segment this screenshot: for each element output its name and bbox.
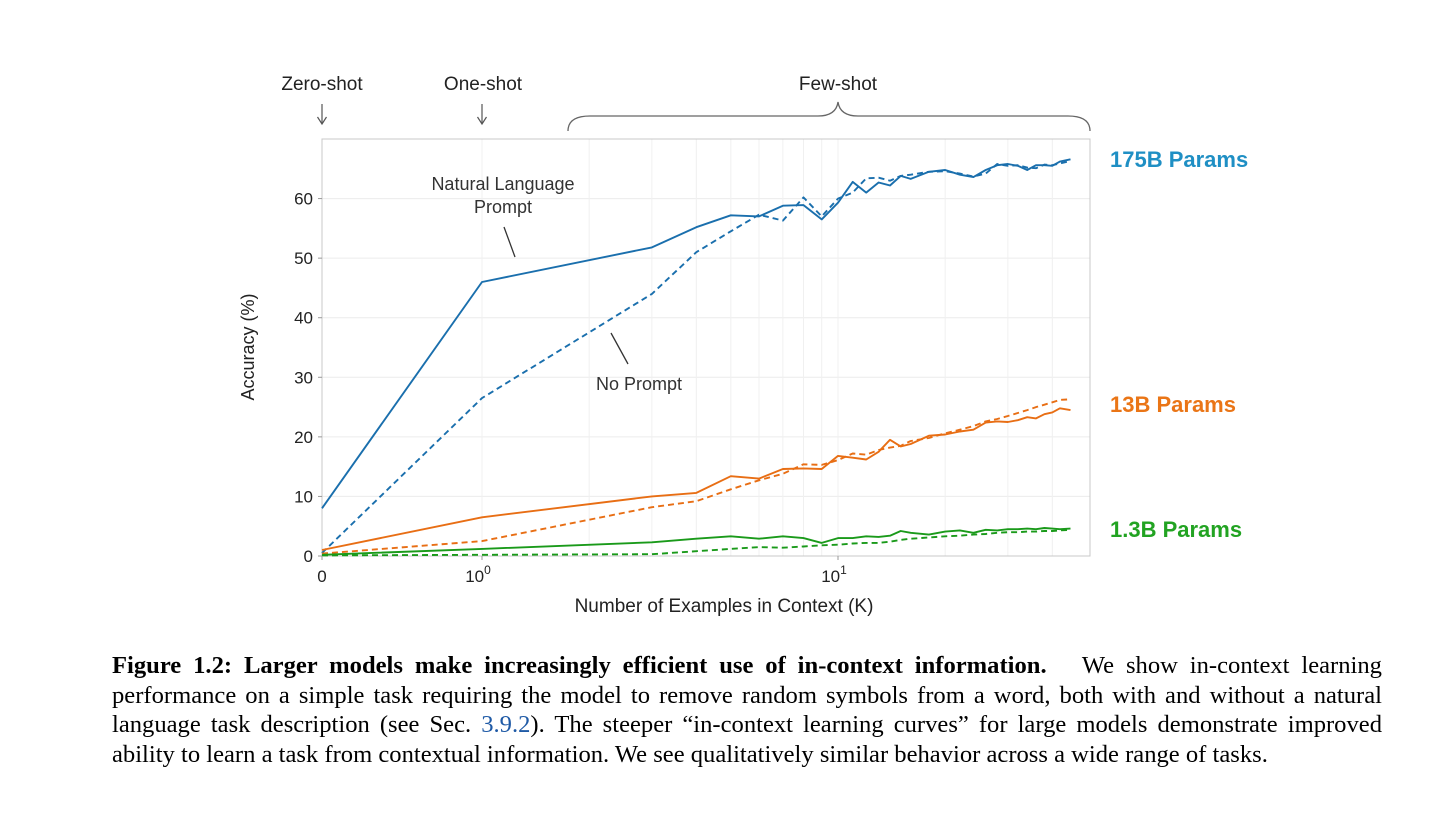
annotation-pointer-natural-language — [503, 226, 516, 258]
caption-body-end: ). The steeper “in-context learning curv… — [112, 711, 1382, 768]
x-tick-label: 101 — [821, 563, 847, 586]
few-shot-label: Few-shot — [799, 74, 878, 95]
section-reference-link[interactable]: 3.9.2 — [481, 711, 531, 739]
series-line-175b-params-no-prompt — [321, 160, 1071, 554]
series-label-1-3b: 1.3B Params — [1110, 517, 1242, 542]
x-axis-label: Number of Examples in Context (K) — [575, 596, 874, 617]
figure-title: Larger models make increasingly efficien… — [243, 652, 1047, 679]
y-tick-label: 20 — [294, 428, 313, 447]
figure-caption: Figure 1.2: Larger models make increasin… — [112, 651, 1382, 769]
series-label-175b: 175B Params — [1110, 147, 1248, 172]
zero-shot-label: Zero-shot — [281, 74, 363, 95]
annotation-no-prompt: No Prompt — [596, 374, 682, 394]
annotation-pointer-no-prompt — [610, 332, 629, 365]
series-line-175b-params — [321, 158, 1071, 509]
series-line-1-3b-params-no-prompt — [321, 528, 1071, 557]
series-label-13b: 13B Params — [1110, 392, 1236, 417]
series-line-13b-params — [321, 407, 1071, 551]
series-line-1-3b-params — [321, 527, 1071, 556]
plot-frame — [321, 138, 1091, 557]
few-shot-brace-icon — [567, 101, 1091, 132]
caption-body-start: We show in-context learning performance … — [112, 652, 1382, 739]
y-axis-label: Accuracy (%) — [238, 293, 258, 400]
annotation-natural-language-line2: Prompt — [474, 197, 532, 217]
zero-shot-arrow-icon — [316, 104, 328, 126]
axis-layer: 0 10 20 30 40 50 60 0 100 101 — [294, 190, 847, 586]
one-shot-label: One-shot — [444, 74, 523, 95]
chart: 0 10 20 30 40 50 60 0 100 101 Accuracy (%) Number… — [238, 74, 1248, 617]
x-tick-label: 0 — [317, 567, 326, 586]
figure-label: Figure 1.2: — [112, 652, 233, 679]
one-shot-arrow-icon — [476, 104, 488, 126]
y-tick-label: 40 — [294, 309, 313, 328]
x-tick-label: 100 — [465, 563, 491, 586]
y-tick-label: 0 — [304, 547, 313, 566]
series-layer — [321, 158, 1071, 557]
y-tick-label: 10 — [294, 487, 313, 506]
annotation-natural-language-line1: Natural Language — [431, 174, 574, 194]
y-tick-label: 50 — [294, 249, 313, 268]
y-tick-label: 30 — [294, 368, 313, 387]
y-tick-label: 60 — [294, 190, 313, 209]
grid-layer — [322, 139, 1090, 556]
